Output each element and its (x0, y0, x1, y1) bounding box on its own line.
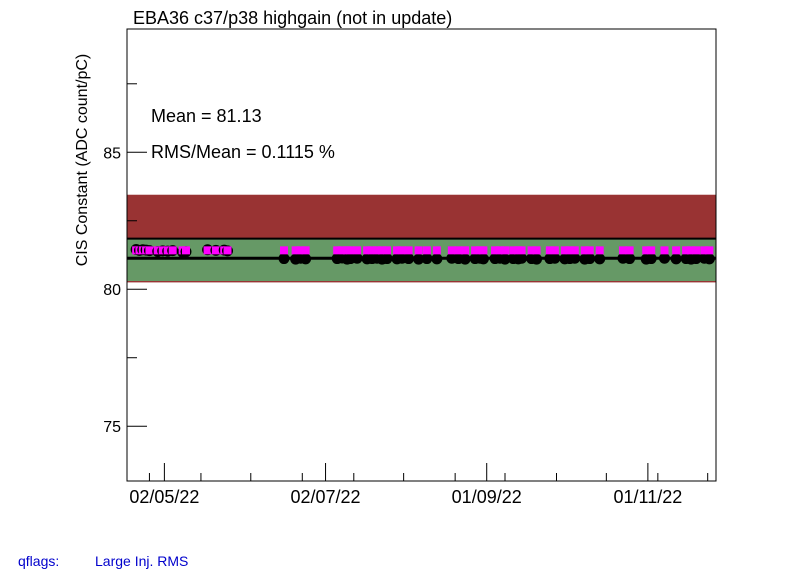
flag-marker (496, 246, 505, 255)
y-tick-label: 80 (103, 282, 121, 299)
flag-marker (301, 246, 310, 255)
flag-marker (414, 246, 423, 255)
flag-marker (618, 246, 627, 255)
data-point (690, 253, 702, 265)
data-point (658, 252, 670, 264)
flag-marker (550, 246, 559, 255)
data-point (703, 253, 715, 265)
y-axis-label: CIS Constant (ADC count/pC) (74, 54, 91, 267)
y-tick-label: 75 (103, 419, 121, 436)
flag-marker (595, 246, 604, 255)
flag-marker (392, 246, 401, 255)
flag-marker (647, 246, 656, 255)
flag-marker (333, 246, 342, 255)
data-point (531, 253, 543, 265)
flag-marker (338, 246, 347, 255)
plot-frame (126, 28, 717, 482)
data-point (569, 252, 581, 264)
flag-marker (378, 246, 387, 255)
data-points (130, 244, 715, 265)
flag-marker (642, 246, 651, 255)
flag-marker (527, 246, 536, 255)
x-tick-label: 01/09/22 (452, 487, 522, 507)
flag-marker (145, 246, 154, 255)
flag-marker (692, 246, 701, 255)
data-point (351, 252, 363, 264)
flag-marker (565, 246, 574, 255)
data-point (421, 253, 433, 265)
flag-marker (509, 246, 518, 255)
data-point (403, 253, 415, 265)
qflags-label: qflags: (18, 553, 60, 569)
flag-marker (353, 246, 362, 255)
y-axis: 75 80 85 (103, 83, 147, 436)
flag-marker (296, 246, 305, 255)
flag-marker (203, 246, 212, 255)
flag-marker (404, 246, 413, 255)
chart-title: EBA36 c37/p38 highgain (not in update) (133, 8, 452, 28)
flag-marker (368, 246, 377, 255)
flag-marker (471, 246, 480, 255)
flag-marker (517, 246, 526, 255)
flag-marker (454, 246, 463, 255)
flag-marker (580, 246, 589, 255)
flag-marker (461, 246, 470, 255)
data-point (584, 253, 596, 265)
flag-marker (625, 246, 634, 255)
x-axis: 02/05/22 02/07/22 01/09/22 01/11/22 (129, 463, 709, 507)
flag-marker (211, 246, 220, 255)
flag-marker (500, 246, 509, 255)
flag-legend-text: Large Inj. RMS (95, 553, 189, 569)
flag-marker (422, 246, 431, 255)
data-point (300, 253, 312, 265)
rms-annotation: RMS/Mean = 0.1115 % (151, 142, 335, 162)
data-point (413, 253, 425, 265)
flag-marker (532, 246, 541, 255)
x-tick-label: 02/07/22 (291, 487, 361, 507)
flag-marker (383, 246, 392, 255)
flag-marker (479, 246, 488, 255)
flag-marker (397, 246, 406, 255)
flag-marker (346, 246, 355, 255)
flag-marker (700, 246, 709, 255)
flag-marker (432, 246, 441, 255)
data-point (477, 253, 489, 265)
flag-marker (672, 246, 681, 255)
data-point (499, 253, 511, 265)
data-point (624, 253, 636, 265)
data-point (549, 252, 561, 264)
mean-annotation: Mean = 81.13 (151, 106, 262, 126)
data-point (431, 253, 443, 265)
flag-marker (585, 246, 594, 255)
data-point (381, 253, 393, 265)
data-point (670, 253, 682, 265)
data-point (594, 253, 606, 265)
flag-marker (363, 246, 372, 255)
data-point (278, 253, 290, 265)
flag-marker (373, 246, 382, 255)
flag-marker (660, 246, 669, 255)
flag-marker (570, 246, 579, 255)
flag-marker (560, 246, 569, 255)
flag-marker (545, 246, 554, 255)
data-point (516, 252, 528, 264)
data-point (459, 253, 471, 265)
flag-marker (705, 246, 714, 255)
flag-marker (687, 246, 696, 255)
flag-marker (447, 246, 456, 255)
flag-marker (223, 246, 232, 255)
x-tick-label: 01/11/22 (614, 487, 683, 507)
x-tick-label: 02/05/22 (129, 487, 199, 507)
flag-marker (491, 246, 500, 255)
data-point (645, 253, 657, 265)
flag-marker (280, 246, 289, 255)
flag-marker (168, 246, 177, 255)
flag-marker (181, 246, 190, 255)
flag-marker (291, 246, 300, 255)
y-tick-label: 85 (103, 145, 121, 162)
flag-marker (682, 246, 691, 255)
